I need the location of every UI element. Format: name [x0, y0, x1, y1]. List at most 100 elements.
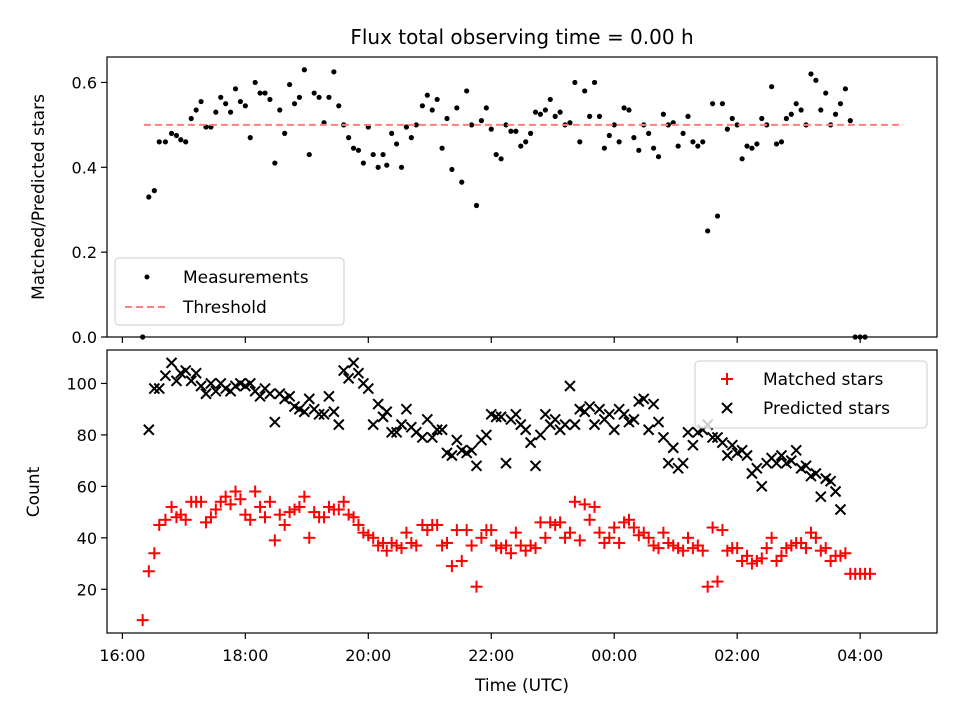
- matched-star-point: [819, 542, 832, 555]
- measurement-point: [636, 147, 642, 153]
- bottom-plot-marks: [136, 357, 876, 627]
- measurement-point: [162, 139, 169, 145]
- predicted-star-point: [347, 357, 360, 369]
- measurement-point: [587, 113, 593, 119]
- measurement-point: [734, 122, 740, 128]
- matched-star-point: [224, 498, 237, 511]
- predicted-star-point: [652, 416, 665, 428]
- measurement-point: [729, 115, 735, 122]
- measurement-point: [523, 139, 529, 145]
- matched-star-point: [400, 526, 413, 539]
- measurement-point: [408, 135, 414, 141]
- measurement-point: [232, 86, 239, 92]
- matched-star-point: [273, 508, 286, 521]
- bottom-legend: Matched stars Predicted stars: [694, 360, 928, 429]
- matched-star-point: [706, 521, 719, 534]
- measurement-point: [724, 126, 730, 132]
- matched-star-point: [642, 531, 655, 544]
- predicted-star-point: [770, 457, 783, 469]
- matched-star-point: [627, 521, 640, 534]
- predicted-star-point: [283, 390, 296, 403]
- predicted-star-point: [549, 413, 561, 426]
- measurement-point: [267, 96, 273, 103]
- matched-star-point: [755, 552, 768, 565]
- measurement-point: [168, 130, 175, 136]
- matched-star-point: [839, 547, 852, 560]
- matched-star-point: [293, 500, 306, 513]
- measurement-point: [754, 141, 760, 147]
- predicted-star-point: [480, 429, 493, 441]
- x-axis-label: Time (UTC): [474, 676, 569, 696]
- predicted-star-point: [642, 424, 655, 436]
- predicted-star-point: [195, 380, 207, 392]
- matched-star-point: [583, 513, 596, 526]
- y-tick-label: 60: [77, 477, 97, 496]
- predicted-star-point: [564, 380, 576, 392]
- matched-star-point: [455, 554, 468, 567]
- measurement-point: [690, 139, 696, 145]
- measurement-point: [749, 145, 755, 151]
- predicted-star-point: [159, 370, 172, 382]
- measurement-point: [360, 160, 366, 166]
- x-tick-label: 16:00: [99, 646, 145, 665]
- measurement-point: [498, 156, 504, 162]
- predicted-star-point: [254, 390, 266, 403]
- y-tick-label: 0.2: [72, 243, 97, 262]
- predicted-star-point: [490, 411, 502, 423]
- measurement-point: [257, 90, 263, 96]
- x-tick-label: 22:00: [468, 646, 514, 665]
- predicted-star-point: [165, 357, 178, 369]
- measurement-point: [183, 139, 189, 145]
- predicted-star-point: [352, 367, 365, 379]
- predicted-star-point: [539, 408, 552, 421]
- matched-star-point: [179, 513, 192, 526]
- measurement-point: [837, 101, 844, 107]
- matched-star-point: [652, 542, 665, 555]
- measurement-point: [146, 194, 152, 200]
- x-tick-label: 02:00: [714, 646, 760, 665]
- measurement-point: [532, 109, 539, 115]
- measurement-point: [709, 101, 716, 107]
- legend-threshold-label: Threshold: [182, 298, 267, 318]
- matched-star-point: [613, 536, 626, 549]
- predicted-star-point: [559, 418, 571, 431]
- matched-star-point: [563, 526, 576, 539]
- matched-star-point: [809, 531, 822, 544]
- measurement-point: [493, 151, 499, 158]
- measurement-point: [444, 115, 450, 122]
- matched-star-point: [593, 526, 606, 539]
- matched-star-point: [465, 539, 478, 552]
- measurement-point: [739, 156, 745, 162]
- measurement-point: [680, 130, 686, 136]
- predicted-star-point: [500, 457, 512, 469]
- predicted-star-point: [446, 449, 458, 462]
- matched-star-point: [209, 503, 222, 516]
- predicted-star-point: [210, 385, 222, 397]
- y-tick-label: 80: [77, 426, 97, 445]
- y-tick-label: 40: [77, 529, 97, 548]
- legend-predicted-marker: [721, 402, 733, 414]
- predicted-star-point: [800, 460, 812, 472]
- matched-star-point: [460, 524, 473, 537]
- predicted-star-point: [190, 367, 202, 379]
- measurement-point: [151, 188, 157, 194]
- predicted-star-point: [395, 418, 408, 431]
- predicted-star-point: [333, 418, 345, 431]
- measurement-point: [439, 145, 445, 151]
- predicted-star-point: [377, 411, 389, 423]
- measurement-point: [237, 98, 244, 105]
- matched-star-point: [765, 531, 778, 544]
- legend-predicted-x: [721, 402, 733, 414]
- matched-star-point: [229, 485, 242, 498]
- matched-star-point: [731, 542, 744, 555]
- matched-star-point: [142, 565, 155, 578]
- matched-star-point: [249, 485, 262, 498]
- x-tick-label: 20:00: [345, 646, 391, 665]
- measurement-point: [606, 132, 612, 139]
- measurement-point: [823, 90, 829, 96]
- measurement-point: [468, 122, 475, 128]
- measurement-point: [793, 101, 799, 107]
- matched-star-point: [573, 534, 586, 547]
- matched-star-point: [318, 511, 331, 524]
- measurement-point: [483, 105, 489, 111]
